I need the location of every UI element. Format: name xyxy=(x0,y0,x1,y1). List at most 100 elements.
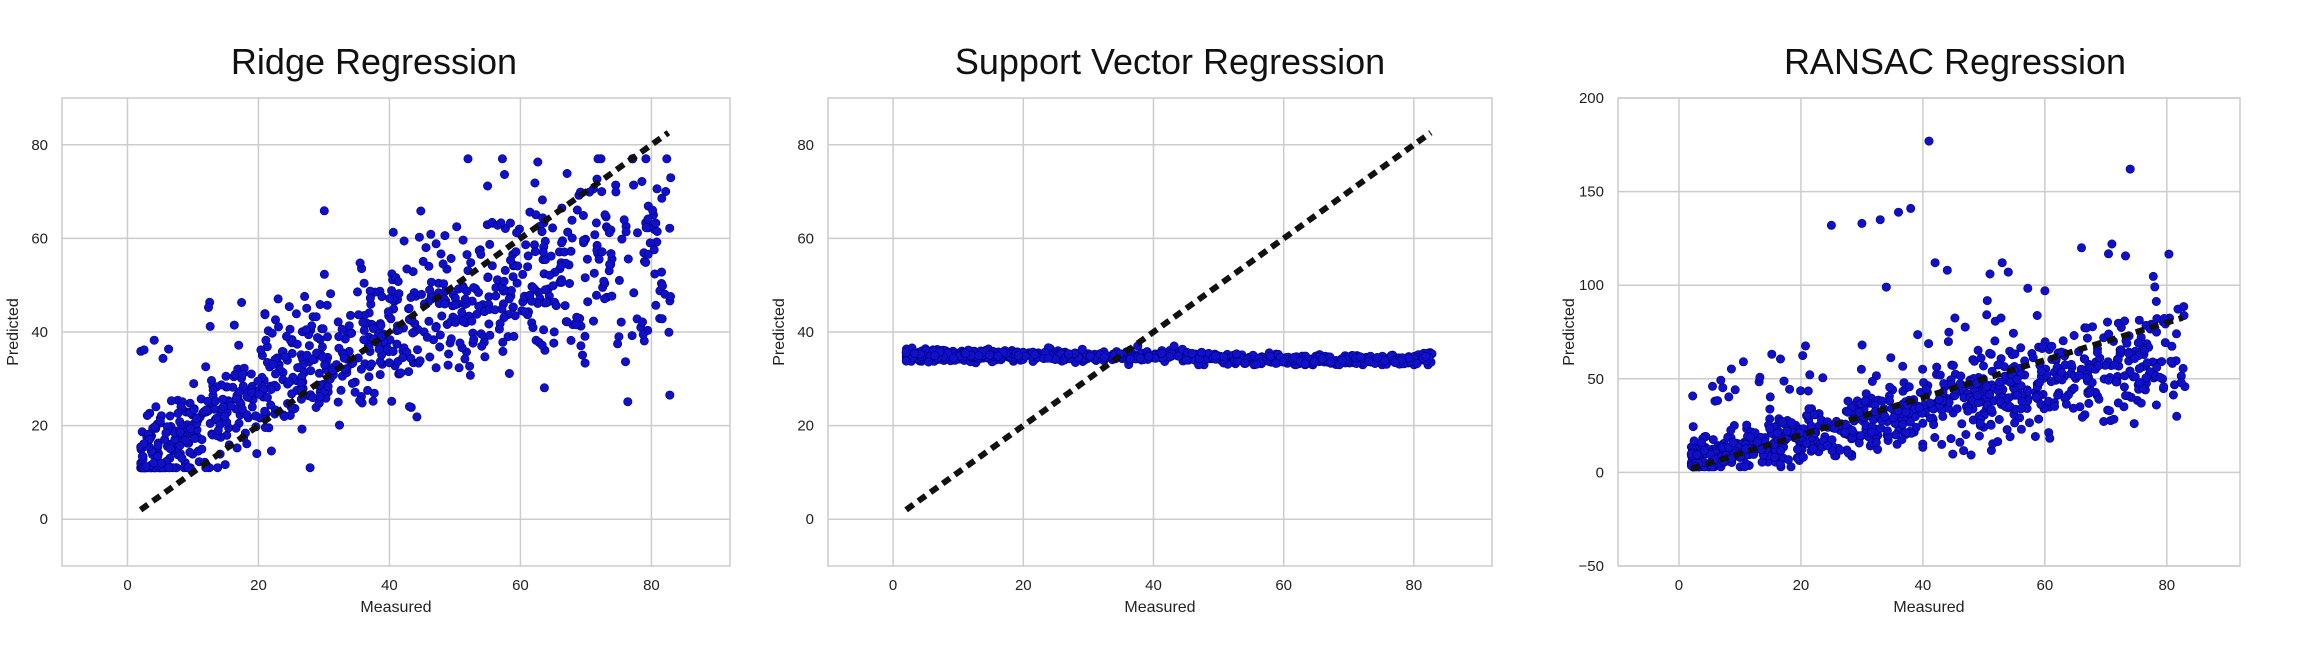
data-point xyxy=(1885,382,1895,392)
data-point xyxy=(252,449,262,459)
data-point xyxy=(284,377,294,387)
data-point xyxy=(2080,354,2090,364)
data-point xyxy=(1726,364,1736,374)
data-point xyxy=(498,337,508,347)
data-point xyxy=(491,291,501,301)
data-point xyxy=(347,378,357,388)
data-point xyxy=(424,261,434,271)
data-point xyxy=(355,395,365,405)
data-point xyxy=(2061,399,2071,409)
data-point xyxy=(1827,435,1837,445)
data-point xyxy=(1929,420,1939,430)
data-point xyxy=(2130,353,2140,363)
data-point xyxy=(1232,349,1242,359)
data-point xyxy=(591,290,601,300)
chart-title: Support Vector Regression xyxy=(955,41,1385,82)
x-tick-label: 20 xyxy=(1793,577,1810,594)
data-point xyxy=(2034,378,2044,388)
data-point xyxy=(1973,345,1983,355)
data-point xyxy=(930,351,940,361)
data-point xyxy=(1918,364,1928,374)
data-point xyxy=(632,228,642,238)
data-point xyxy=(576,341,586,351)
data-point xyxy=(910,348,920,358)
data-point xyxy=(2045,433,2055,443)
data-point xyxy=(161,428,171,438)
data-point xyxy=(1266,351,1276,361)
data-point xyxy=(1942,265,1952,275)
data-point xyxy=(396,368,406,378)
data-point xyxy=(2023,283,2033,293)
data-point xyxy=(2136,398,2146,408)
data-point xyxy=(2159,382,2169,392)
data-point xyxy=(1767,349,1777,359)
data-point xyxy=(1961,429,1971,439)
data-point xyxy=(1776,354,1786,364)
data-point xyxy=(412,412,422,422)
data-point xyxy=(201,362,211,372)
y-axis-label: Predicted xyxy=(771,298,788,366)
data-point xyxy=(643,249,653,259)
data-point xyxy=(652,184,662,194)
y-tick-label: 0 xyxy=(806,511,814,528)
data-point xyxy=(416,206,426,216)
data-point xyxy=(237,404,247,414)
data-point xyxy=(557,238,567,248)
data-point xyxy=(2008,328,2018,338)
data-point xyxy=(333,397,343,407)
data-point xyxy=(469,283,479,293)
data-point xyxy=(2046,377,2056,387)
data-point xyxy=(508,272,518,282)
data-point xyxy=(583,297,593,307)
data-point xyxy=(346,328,356,338)
data-point xyxy=(1985,390,1995,400)
data-point xyxy=(1993,360,2003,370)
data-point xyxy=(1856,431,1866,441)
data-point xyxy=(2148,271,2158,281)
data-point xyxy=(1974,431,1984,441)
data-point xyxy=(511,247,521,257)
data-point xyxy=(354,310,364,320)
data-point xyxy=(164,463,174,473)
data-point xyxy=(582,254,592,264)
data-point xyxy=(537,227,547,237)
data-point xyxy=(392,339,402,349)
data-point xyxy=(247,402,257,412)
data-point xyxy=(1798,452,1808,462)
data-point xyxy=(267,328,277,338)
data-point xyxy=(1959,446,1969,456)
data-point xyxy=(1994,414,2004,424)
data-point xyxy=(192,413,202,423)
chart-title: Ridge Regression xyxy=(231,41,517,82)
data-point xyxy=(2120,316,2130,326)
data-point xyxy=(189,405,199,415)
data-point xyxy=(651,218,661,228)
data-point xyxy=(1338,355,1348,365)
data-point xyxy=(1773,428,1783,438)
data-point xyxy=(425,285,435,295)
identity-reference-line xyxy=(904,130,1433,513)
data-point xyxy=(1135,353,1145,363)
data-point xyxy=(189,379,199,389)
data-point xyxy=(993,351,1003,361)
data-point xyxy=(1904,382,1914,392)
data-point xyxy=(665,291,675,301)
data-point xyxy=(139,345,149,355)
data-point xyxy=(1993,437,2003,447)
data-point xyxy=(469,335,479,345)
data-point xyxy=(1793,444,1803,454)
data-point xyxy=(1997,258,2007,268)
data-point xyxy=(1738,357,1748,367)
data-point xyxy=(1742,420,1752,430)
y-axis-label: Predicted xyxy=(1561,298,1578,366)
data-point xyxy=(2104,375,2114,385)
data-point xyxy=(1169,341,1179,351)
data-point xyxy=(435,330,445,340)
data-point xyxy=(2157,357,2167,367)
data-point xyxy=(496,218,506,228)
data-point xyxy=(438,259,448,269)
data-point xyxy=(463,154,473,164)
chart-title: RANSAC Regression xyxy=(1784,41,2126,82)
data-point xyxy=(376,320,386,330)
